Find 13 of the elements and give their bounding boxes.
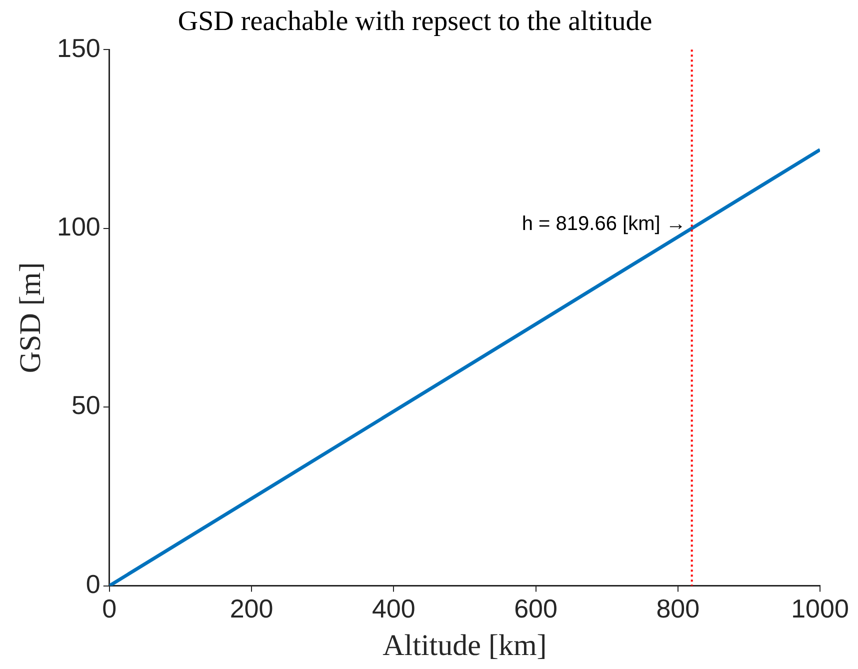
- y-tick-label: 150: [56, 32, 100, 63]
- x-tick-label: 1000: [791, 594, 849, 624]
- x-tick-label: 400: [372, 594, 416, 624]
- x-tick-label: 200: [230, 594, 274, 624]
- chart-title: GSD reachable with repsect to the altitude: [178, 6, 652, 38]
- x-tick-label: 800: [656, 594, 700, 624]
- y-axis-title: GSD [m]: [14, 262, 47, 374]
- x-tick-label: 600: [514, 594, 558, 624]
- y-tick-label: 100: [56, 212, 100, 242]
- y-tick-label: 0: [86, 568, 100, 599]
- annotation: h = 819.66 [km] →: [522, 212, 686, 235]
- x-axis-title: Altitude [km]: [382, 628, 547, 662]
- y-tick-label: 50: [71, 390, 100, 420]
